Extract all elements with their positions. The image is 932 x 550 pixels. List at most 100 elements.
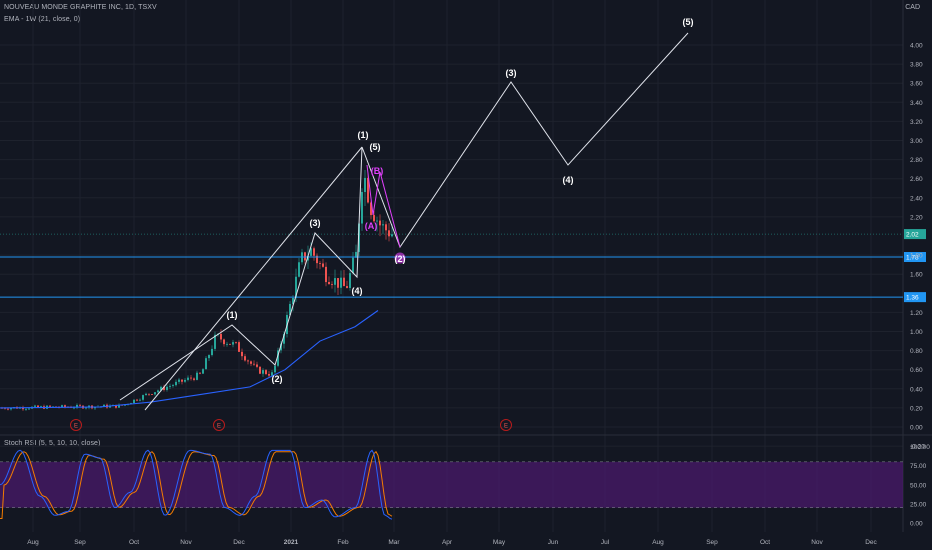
candle <box>211 345 213 357</box>
candle <box>154 392 156 396</box>
candle-body <box>229 343 231 345</box>
candle-body <box>283 334 285 344</box>
candle <box>22 405 24 411</box>
stoch-d-line <box>0 450 393 520</box>
candle-body <box>280 343 282 351</box>
candle <box>289 301 291 316</box>
earnings-circle <box>213 419 225 431</box>
stoch-rsi-lines <box>0 449 393 520</box>
candle-body <box>268 374 270 376</box>
candle-body <box>64 405 66 407</box>
time-label: Apr <box>442 539 453 546</box>
candle-body <box>274 365 276 373</box>
earnings-circle <box>70 419 82 431</box>
candle <box>331 281 333 289</box>
price-tick-label: 1.60 <box>910 272 923 279</box>
candle <box>370 200 372 220</box>
wave-label: (2) <box>395 254 406 264</box>
stoch-band-fill <box>0 461 903 508</box>
time-label: Nov <box>811 539 823 546</box>
candles <box>1 170 393 411</box>
candle-body <box>145 393 147 396</box>
candle <box>271 370 273 377</box>
candle <box>232 339 234 348</box>
candle <box>250 360 252 367</box>
candle-body <box>340 277 342 288</box>
candle <box>292 294 294 312</box>
candle-body <box>169 385 171 387</box>
earnings-marker: E <box>500 419 512 431</box>
candle <box>349 269 351 291</box>
time-label: Jun <box>548 539 559 546</box>
candle-body <box>154 392 156 395</box>
stoch-rsi-legend[interactable]: Stoch RSI (5, 5, 10, 10, close) <box>4 440 101 447</box>
earnings-marker: E <box>213 419 225 431</box>
candle-body <box>226 343 228 345</box>
price-tick-label: 0.60 <box>910 367 923 374</box>
candle <box>352 251 354 275</box>
candle <box>259 366 261 375</box>
candle-body <box>367 177 369 203</box>
candle-body <box>385 224 387 231</box>
level-badge-label: 1.36 <box>906 295 919 302</box>
candle-body <box>181 379 183 382</box>
time-label: Jul <box>601 539 610 546</box>
candle-body <box>355 251 357 258</box>
candle <box>43 404 45 410</box>
wave-label: (5) <box>370 142 381 152</box>
candle-body <box>190 377 192 379</box>
candle-body <box>331 284 333 285</box>
candle-body <box>373 215 375 222</box>
price-tick-label: 3.40 <box>910 100 923 107</box>
candle <box>34 404 36 408</box>
candle-body <box>49 405 51 407</box>
candle <box>382 220 384 235</box>
candle-body <box>304 252 306 261</box>
wave-label: (3) <box>506 68 517 78</box>
candle-body <box>199 372 201 374</box>
candle <box>328 276 330 285</box>
candle <box>79 403 81 407</box>
candle <box>139 398 141 402</box>
candle-body <box>22 407 24 410</box>
time-label: Nov <box>180 539 192 546</box>
candle-body <box>184 379 186 382</box>
candle <box>235 341 237 345</box>
candle-body <box>289 303 291 315</box>
candle-body <box>193 378 195 380</box>
wave-label: (1) <box>358 130 369 140</box>
candle <box>175 379 177 387</box>
time-label: Dec <box>233 539 245 546</box>
candle <box>169 383 171 390</box>
chart-grid <box>0 0 903 532</box>
candle-body <box>142 395 144 400</box>
price-tick-label: 0.00 <box>910 425 923 432</box>
wave-label: (1) <box>227 310 238 320</box>
wave-label: (B) <box>371 166 384 176</box>
ema-legend[interactable]: EMA - 1W (21, close, 0) <box>4 16 81 23</box>
candle <box>247 359 249 365</box>
candle-body <box>313 248 315 256</box>
candle-body <box>361 192 363 224</box>
candle-body <box>298 262 300 277</box>
candle <box>172 383 174 388</box>
candle-body <box>118 404 120 408</box>
candle-body <box>25 408 27 410</box>
candle-body <box>163 386 165 390</box>
candle <box>76 403 78 410</box>
candle <box>304 251 306 265</box>
time-label: Feb <box>337 539 349 546</box>
candle-body <box>322 263 324 267</box>
candle <box>277 347 279 368</box>
elliott-waves: (1)(2)(3)(4)(5)(1)(2)(3)(4)(5)(A)(B) <box>119 17 694 411</box>
price-tick-label: -0.20 <box>910 444 925 451</box>
candle-body <box>187 377 189 380</box>
candle <box>142 394 144 402</box>
price-axis: 4.00 3.80 3.60 3.40 3.20 3.00 2.80 2.60 2.40 2.20… <box>910 43 925 451</box>
candle <box>322 258 324 268</box>
candle <box>340 270 342 295</box>
level-badge <box>904 252 926 263</box>
candle-body <box>346 286 348 288</box>
time-label: Sep <box>74 539 86 546</box>
